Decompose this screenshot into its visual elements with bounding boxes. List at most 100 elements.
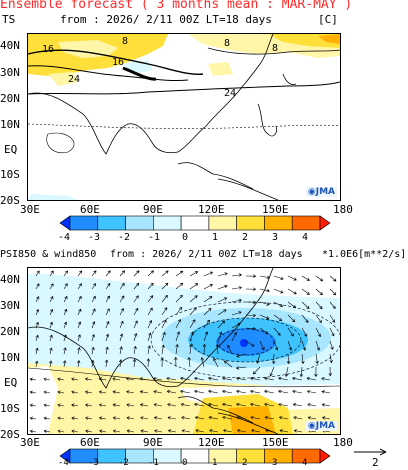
- wind-vector: [133, 333, 138, 342]
- lat-label: 20N: [0, 325, 20, 338]
- colorbar-tick: -1: [148, 458, 159, 468]
- panel2-map: ◉JMA: [27, 267, 341, 435]
- wind-vector: [76, 360, 81, 368]
- lon-label: 180: [333, 436, 353, 449]
- lon-label: 90E: [143, 436, 163, 449]
- wind-vector: [147, 345, 151, 355]
- wind-vector: [245, 340, 255, 347]
- colorbar-segment: [264, 215, 293, 231]
- colorbar-segment: [69, 215, 99, 231]
- wind-vector: [49, 321, 53, 329]
- wind-vector: [49, 270, 54, 277]
- wind-vector: [236, 353, 247, 358]
- wind-vector: [161, 270, 169, 277]
- contour-label: 8: [272, 43, 278, 54]
- wind-vector: [91, 308, 96, 316]
- wind-vector: [194, 416, 205, 420]
- colorbar-tick: 0: [182, 232, 189, 243]
- reference-vector-label: 2: [372, 456, 379, 469]
- wind-vector: [43, 377, 51, 381]
- colorbar-tick: -4: [58, 458, 69, 468]
- jma-logo: ◉JMA: [305, 187, 337, 197]
- colorbar-segment: [236, 448, 265, 464]
- wind-vector: [77, 295, 82, 303]
- wind-vector: [189, 307, 197, 316]
- wind-vector: [105, 308, 110, 316]
- wind-vector: [166, 376, 177, 381]
- wind-vector: [273, 301, 283, 307]
- wind-vector: [91, 347, 95, 355]
- wind-vector: [187, 357, 191, 368]
- wind-vector: [161, 282, 169, 290]
- lat-label: 10S: [0, 168, 20, 181]
- wind-vector: [29, 403, 37, 407]
- wind-vector: [126, 377, 135, 381]
- lat-label: 40N: [0, 273, 20, 286]
- wind-vector: [57, 390, 65, 394]
- wind-vector: [180, 403, 191, 407]
- wind-vector: [77, 334, 81, 342]
- wind-vector: [63, 334, 67, 342]
- wind-vector: [126, 429, 135, 433]
- panel1-unit: [C]: [318, 13, 338, 26]
- wind-vector: [194, 376, 205, 381]
- jma-logo-globe-icon: ◉: [307, 187, 316, 197]
- wind-vector: [99, 416, 107, 420]
- wind-vector: [202, 344, 207, 355]
- wind-vector: [112, 390, 121, 394]
- wind-vector: [43, 390, 51, 394]
- wind-vector: [147, 332, 152, 342]
- wind-vector: [180, 389, 191, 394]
- wind-vector: [245, 327, 256, 331]
- wind-vector: [91, 321, 96, 329]
- wind-vector: [133, 307, 139, 316]
- wind-vector: [203, 331, 209, 342]
- wind-vector: [49, 308, 54, 316]
- colorbar-segment: [291, 215, 321, 231]
- colorbar-tick: -3: [88, 232, 101, 243]
- colorbar-segment: [153, 215, 182, 231]
- wind-vector: [215, 344, 220, 355]
- wind-vector: [49, 347, 53, 355]
- colorbar-segment: [125, 215, 154, 231]
- wind-vector: [279, 416, 289, 420]
- wind-vector: [287, 301, 297, 309]
- colorbar-tick: 4: [302, 232, 309, 243]
- wind-vector: [105, 321, 110, 329]
- wind-vector: [209, 429, 219, 433]
- wind-vector: [223, 360, 233, 368]
- wind-vector: [329, 327, 335, 337]
- wind-vector: [217, 284, 228, 290]
- wind-vector: [126, 403, 135, 407]
- wind-vector: [175, 294, 183, 303]
- wind-vector: [63, 321, 68, 329]
- colorbar-segment: [264, 448, 293, 464]
- wind-vector: [222, 389, 233, 394]
- wind-vector: [259, 288, 270, 293]
- wind-vector: [126, 390, 135, 394]
- wind-vector: [301, 314, 309, 323]
- wind-vector: [329, 340, 334, 350]
- wind-vector: [321, 403, 331, 407]
- colorbar-tick: -1: [148, 232, 161, 243]
- wind-vector: [315, 340, 320, 351]
- wind-vector: [329, 275, 337, 282]
- wind-vector: [189, 295, 198, 303]
- wind-vector: [119, 346, 123, 355]
- wind-vector: [147, 320, 153, 329]
- wind-vector: [306, 376, 317, 381]
- wind-vector: [287, 340, 293, 351]
- wind-vector: [57, 377, 65, 381]
- wind-vector: [140, 416, 149, 420]
- colorbar-tick: 3: [272, 458, 278, 468]
- wind-vector: [278, 389, 289, 394]
- lat-label: 20N: [0, 92, 20, 105]
- colorbar-tick: 0: [182, 458, 188, 468]
- wind-vector: [91, 295, 96, 303]
- panel1-map: 16 8 16 24 8 8 24 ◉JMA: [27, 33, 341, 201]
- wind-vector: [252, 366, 261, 375]
- wind-vector: [62, 360, 67, 368]
- wind-vector: [251, 429, 261, 433]
- wind-vector: [314, 366, 318, 377]
- wind-vector: [301, 275, 310, 281]
